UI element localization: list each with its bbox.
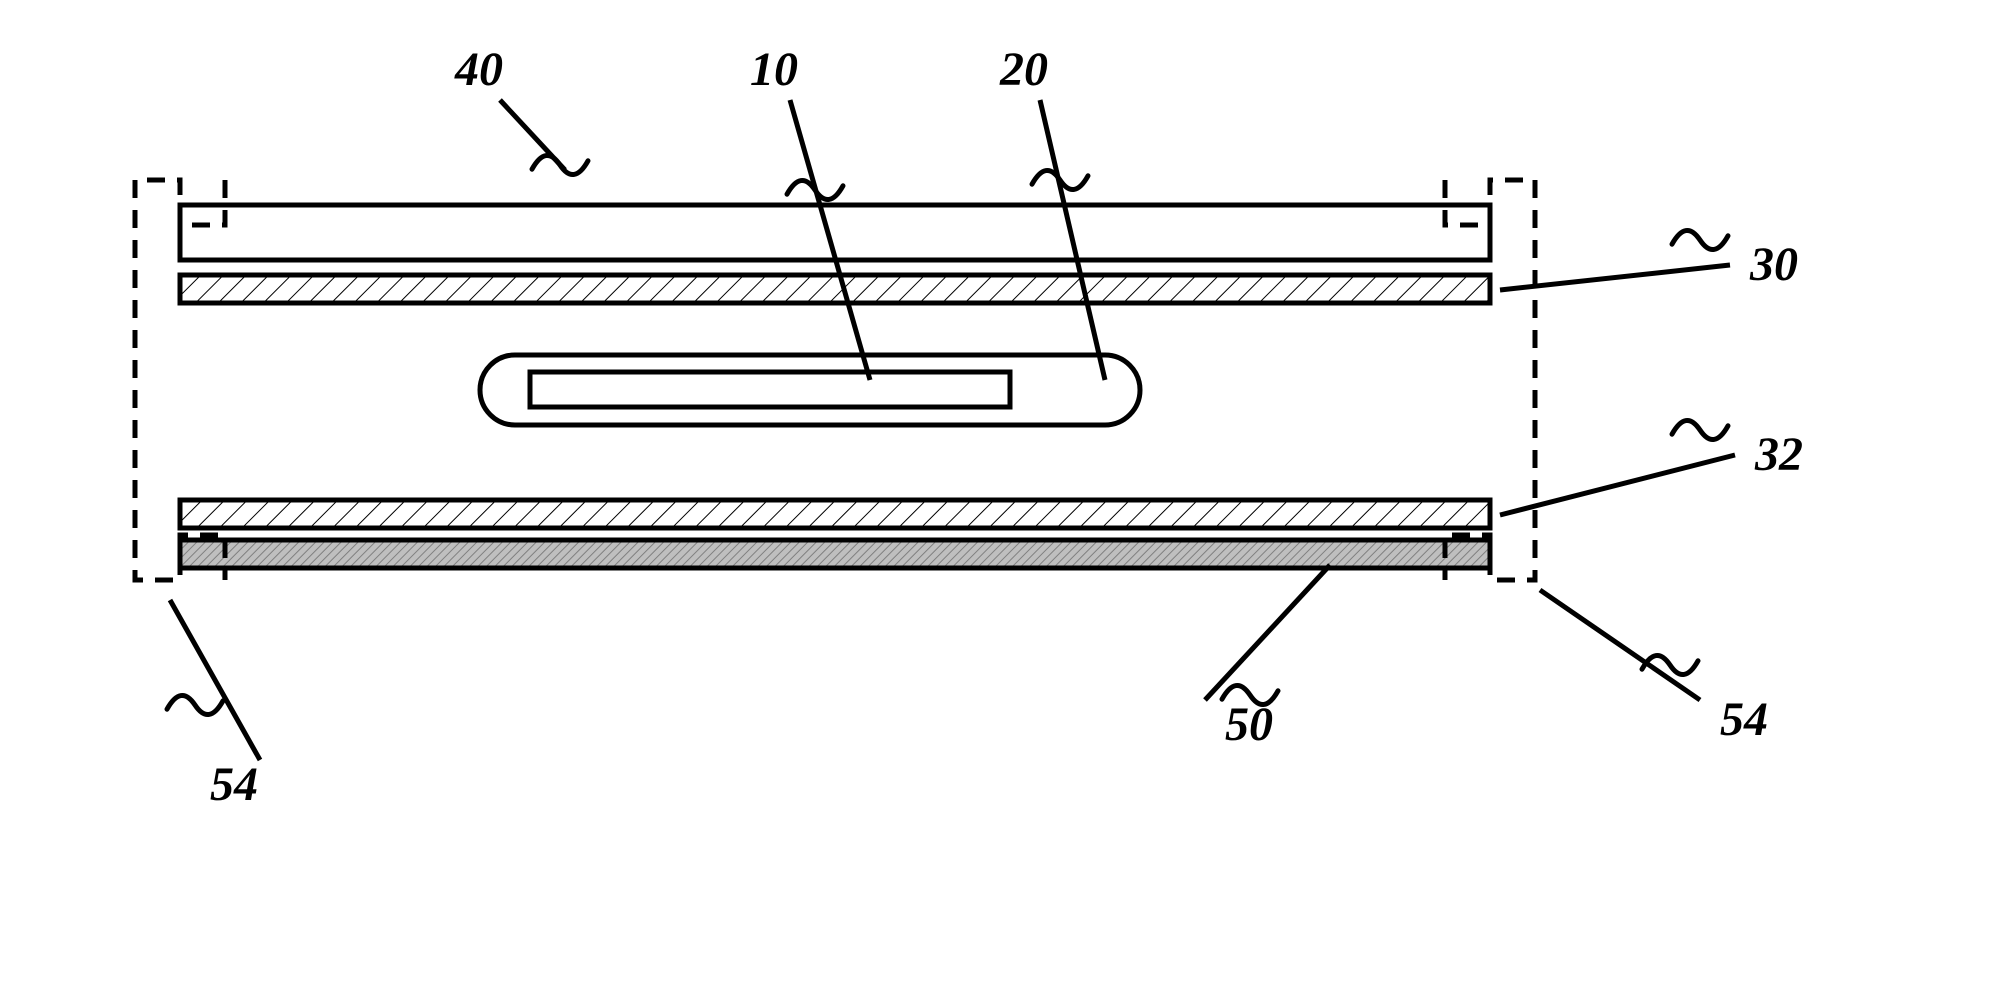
- layer-30: [180, 275, 1490, 303]
- callout-40: 40: [454, 43, 588, 175]
- callout-54L: 54: [167, 600, 260, 811]
- label-20: 20: [999, 43, 1048, 96]
- squiggle-54L: [167, 695, 223, 714]
- squiggle-40: [532, 155, 588, 174]
- layer-32: [180, 500, 1490, 528]
- leader-54L: [170, 600, 260, 760]
- leader-54R: [1540, 590, 1700, 700]
- squiggle-32: [1672, 420, 1728, 439]
- callout-50: 50: [1205, 565, 1330, 751]
- callout-32: 32: [1500, 420, 1803, 515]
- chip-10: [530, 372, 1010, 407]
- label-10: 10: [750, 43, 798, 96]
- label-40: 40: [454, 43, 503, 96]
- label-54L: 54: [210, 758, 258, 811]
- callout-54R: 54: [1540, 590, 1768, 746]
- diagram-canvas: 40 10 20 30 32 54 50 54: [0, 0, 1994, 993]
- label-30: 30: [1749, 238, 1798, 291]
- label-54R: 54: [1720, 693, 1768, 746]
- label-50: 50: [1225, 698, 1273, 751]
- label-32: 32: [1754, 428, 1803, 481]
- callout-30: 30: [1500, 230, 1798, 291]
- layer-50: [180, 540, 1490, 568]
- squiggle-30: [1672, 230, 1728, 249]
- leader-50: [1205, 565, 1330, 700]
